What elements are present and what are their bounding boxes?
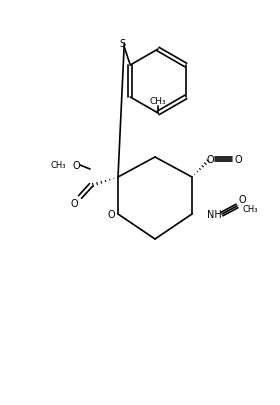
- Text: CH₃: CH₃: [50, 161, 66, 170]
- Text: CH₃: CH₃: [150, 97, 166, 106]
- Text: O: O: [72, 161, 80, 171]
- Text: O: O: [70, 198, 78, 209]
- Text: O: O: [107, 209, 115, 220]
- Text: O: O: [234, 155, 242, 164]
- Text: NH: NH: [207, 209, 222, 220]
- Text: O: O: [238, 194, 246, 205]
- Text: O: O: [206, 155, 214, 164]
- Text: S: S: [119, 39, 125, 49]
- Text: CH₃: CH₃: [242, 205, 258, 214]
